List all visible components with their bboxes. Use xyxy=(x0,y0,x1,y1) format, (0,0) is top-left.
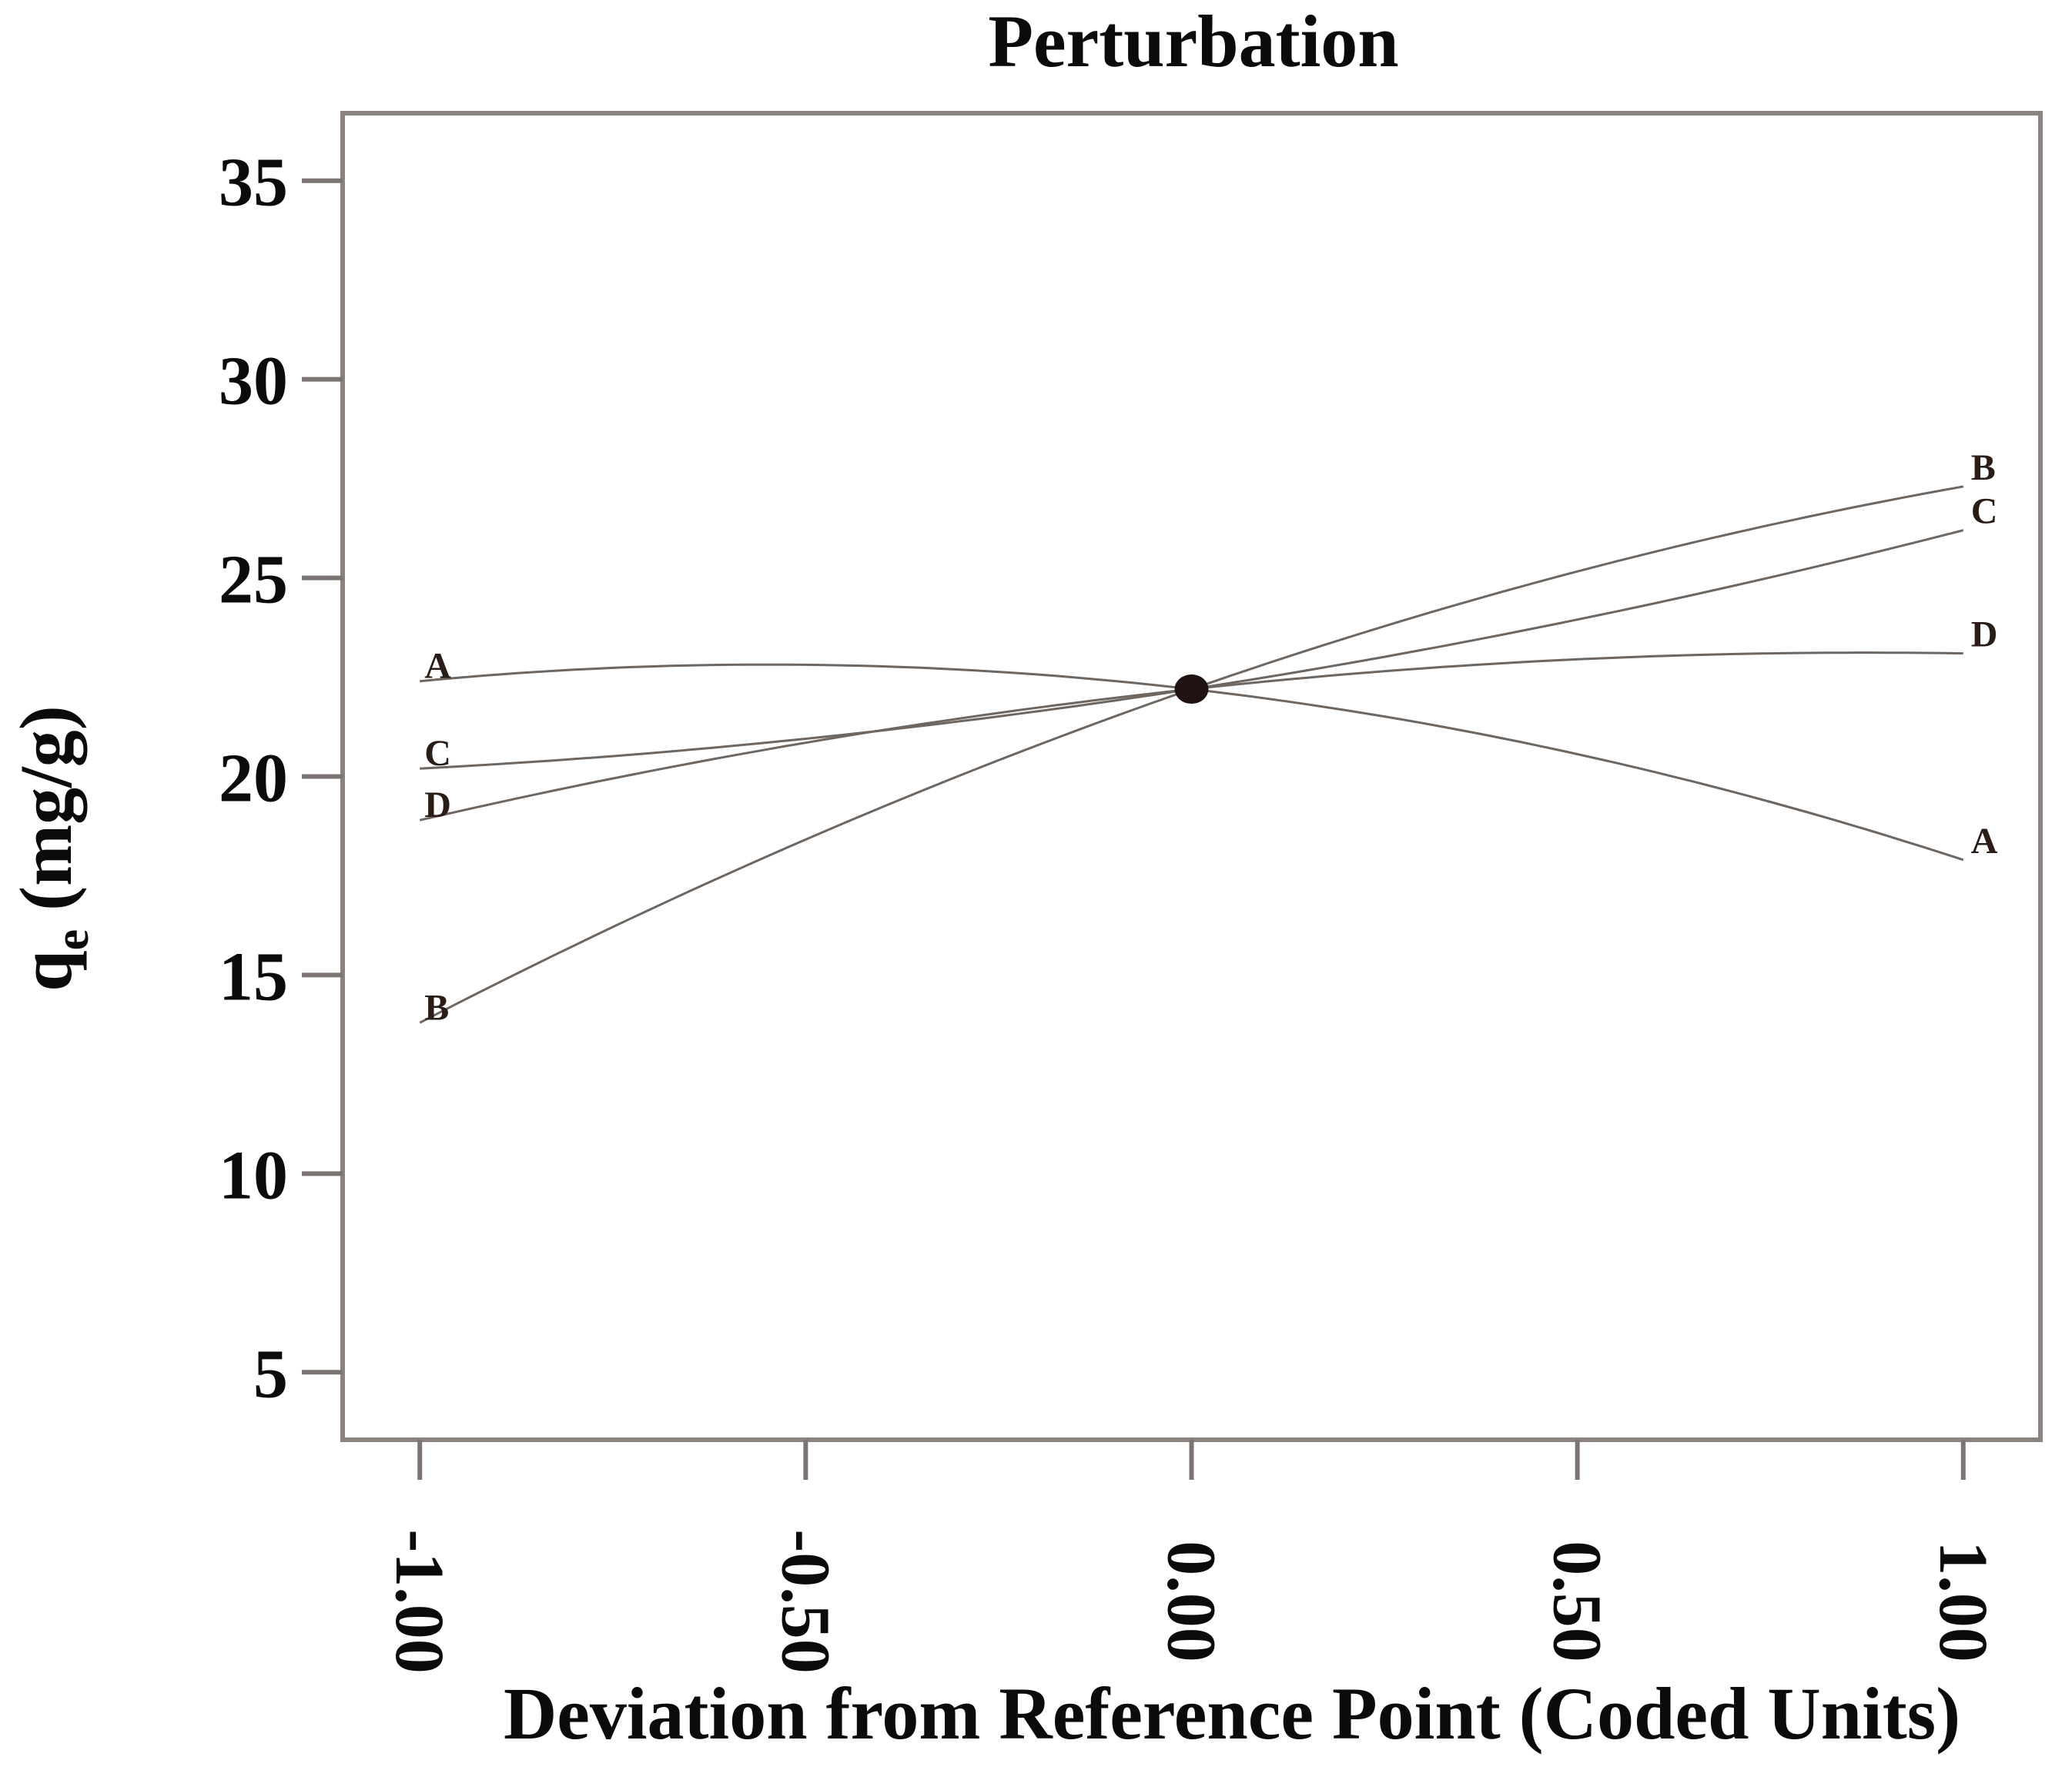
x-tick-label: -0.50 xyxy=(767,1529,843,1673)
y-tick-label: 10 xyxy=(219,1137,288,1213)
y-tick-label: 15 xyxy=(219,939,288,1015)
y-axis-title-q: q xyxy=(5,950,87,991)
curve-label-C-right: C xyxy=(1971,491,1998,532)
curve-B xyxy=(419,485,1964,1024)
curve-C xyxy=(420,529,1964,770)
curve-label-A-left: A xyxy=(424,646,451,687)
curves-layer xyxy=(419,485,1964,1024)
y-tick-label: 5 xyxy=(253,1336,288,1412)
curve-label-D-right: D xyxy=(1971,614,1998,655)
axis-ticks-layer: 35 30 25 20 15 10 5 -1.00 -0.50 0.00 0.50 1.00 xyxy=(219,145,2001,1674)
x-tick-label: -1.00 xyxy=(381,1529,457,1673)
y-tick-label: 25 xyxy=(219,542,288,618)
x-tick-label: 0.00 xyxy=(1153,1541,1230,1662)
y-tick-label: 35 xyxy=(219,145,288,221)
x-axis-title: Deviation from Reference Point (Coded Un… xyxy=(504,1672,1960,1755)
curve-label-A-right: A xyxy=(1971,821,1998,862)
y-axis-title: qe (mg/g) xyxy=(5,705,99,992)
y-tick-label: 30 xyxy=(219,343,288,420)
curve-label-C-left: C xyxy=(424,733,451,774)
y-axis-title-units: (mg/g) xyxy=(5,705,87,929)
plot-box xyxy=(340,111,2043,1442)
chart-title: Perturbation xyxy=(988,0,1398,82)
curve-label-B-left: B xyxy=(424,987,449,1028)
curve-label-B-right: B xyxy=(1971,447,1996,488)
y-axis-title-subscript: e xyxy=(46,929,99,951)
x-tick-label: 1.00 xyxy=(1925,1541,2001,1662)
x-tick-label: 0.50 xyxy=(1539,1541,1615,1662)
reference-point-dot xyxy=(1174,674,1209,704)
curve-label-D-left: D xyxy=(424,785,451,825)
y-tick-label: 20 xyxy=(219,741,288,817)
